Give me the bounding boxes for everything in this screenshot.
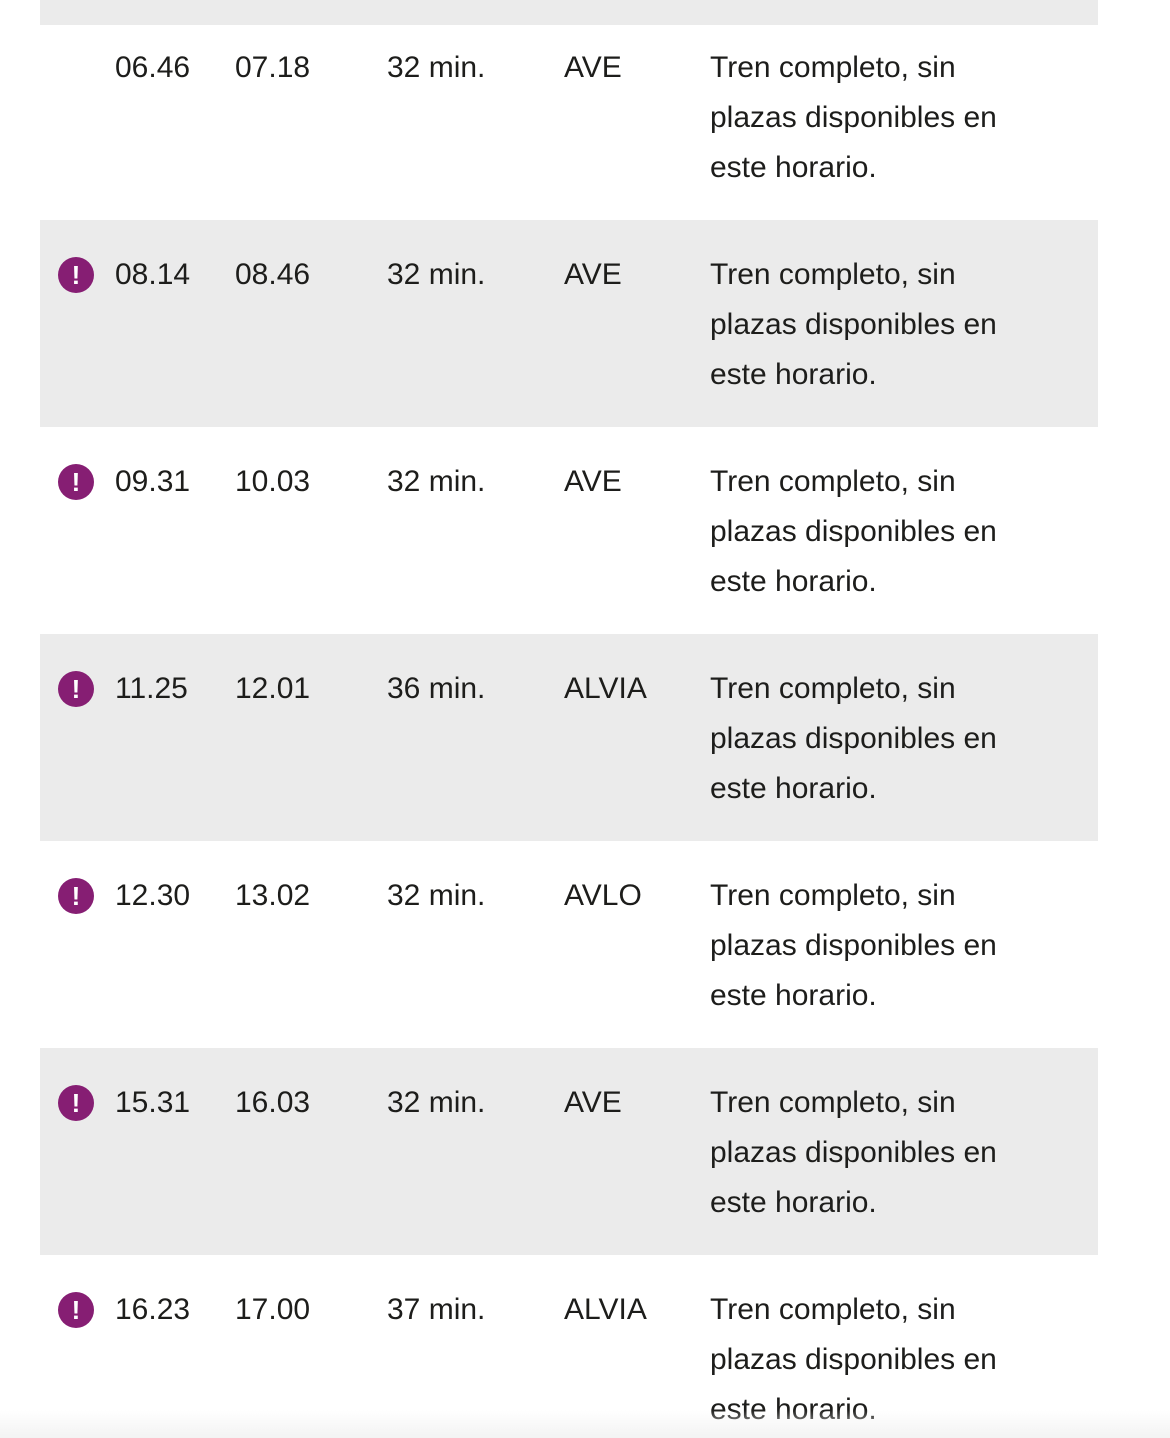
message-line: este horario. [710, 358, 877, 391]
availability-message: Tren completo, sin plazas disponibles en… [710, 457, 1098, 607]
alert-icon-cell: ! [40, 1285, 115, 1435]
table-top-partial-row [40, 0, 1098, 25]
departure-time: 08.14 [115, 258, 191, 291]
train-full-alert-icon: ! [58, 464, 94, 500]
arrival-time: 12.01 [235, 672, 311, 705]
alert-icon-cell: ! [40, 871, 115, 1021]
exclamation-glyph: ! [71, 881, 81, 911]
train-full-alert-icon: ! [58, 1085, 94, 1121]
train-full-alert-icon: ! [58, 878, 94, 914]
message-line: Tren completo, sin [710, 51, 956, 84]
arrival-time: 17.00 [235, 1293, 311, 1326]
departure-time: 12.30 [115, 879, 191, 912]
exclamation-glyph: ! [71, 1088, 81, 1118]
train-type: AVLO [564, 879, 642, 912]
trip-duration: 32 min. [387, 258, 486, 291]
message-line: Tren completo, sin [710, 465, 956, 498]
exclamation-glyph: ! [71, 467, 81, 497]
trip-duration: 32 min. [387, 1086, 486, 1119]
trip-duration: 32 min. [387, 51, 486, 84]
train-type: ALVIA [564, 1293, 647, 1326]
alert-icon-cell: ! [40, 1078, 115, 1228]
message-line: plazas disponibles en [710, 929, 997, 962]
trip-duration: 36 min. [387, 672, 486, 705]
exclamation-glyph: ! [71, 674, 81, 704]
train-row[interactable]: ! 11.25 12.01 36 min. ALVIA Tren complet… [40, 634, 1098, 841]
train-row[interactable]: ! 12.30 13.02 32 min. AVLO Tren completo… [40, 841, 1098, 1048]
message-line: Tren completo, sin [710, 879, 956, 912]
departure-time: 15.31 [115, 1086, 191, 1119]
availability-message: Tren completo, sin plazas disponibles en… [710, 1285, 1098, 1435]
train-row[interactable]: ! 15.31 16.03 32 min. AVE Tren completo,… [40, 1048, 1098, 1255]
alert-icon-cell: ! [40, 250, 115, 400]
message-line: plazas disponibles en [710, 1136, 997, 1169]
arrival-time: 07.18 [235, 51, 311, 84]
message-line: plazas disponibles en [710, 1343, 997, 1376]
trip-duration: 32 min. [387, 465, 486, 498]
message-line: plazas disponibles en [710, 308, 997, 341]
trip-duration: 32 min. [387, 879, 486, 912]
message-line: Tren completo, sin [710, 1086, 956, 1119]
trip-duration: 37 min. [387, 1293, 486, 1326]
arrival-time: 13.02 [235, 879, 311, 912]
departure-time: 06.46 [115, 51, 191, 84]
train-row[interactable]: ! 08.14 08.46 32 min. AVE Tren completo,… [40, 220, 1098, 427]
departure-time: 16.23 [115, 1293, 191, 1326]
train-rows-list: ! 06.46 07.18 32 min. AVE Tren completo,… [40, 25, 1098, 1438]
message-line: Tren completo, sin [710, 258, 956, 291]
message-line: este horario. [710, 1393, 877, 1426]
arrival-time: 08.46 [235, 258, 311, 291]
train-row[interactable]: ! 16.23 17.00 37 min. ALVIA Tren complet… [40, 1255, 1098, 1438]
message-line: Tren completo, sin [710, 672, 956, 705]
departure-time: 09.31 [115, 465, 191, 498]
message-line: este horario. [710, 151, 877, 184]
availability-message: Tren completo, sin plazas disponibles en… [710, 871, 1098, 1021]
message-line: plazas disponibles en [710, 515, 997, 548]
message-line: Tren completo, sin [710, 1293, 956, 1326]
arrival-time: 16.03 [235, 1086, 311, 1119]
train-row[interactable]: ! 06.46 07.18 32 min. AVE Tren completo,… [40, 25, 1098, 220]
message-line: este horario. [710, 772, 877, 805]
train-results-table: ! 06.46 07.18 32 min. AVE Tren completo,… [40, 0, 1098, 1438]
alert-icon-cell: ! [40, 457, 115, 607]
message-line: este horario. [710, 565, 877, 598]
availability-message: Tren completo, sin plazas disponibles en… [710, 664, 1098, 814]
train-type: AVE [564, 1086, 622, 1119]
train-full-alert-icon: ! [58, 257, 94, 293]
train-full-alert-icon: ! [58, 1292, 94, 1328]
train-type: ALVIA [564, 672, 647, 705]
train-row[interactable]: ! 09.31 10.03 32 min. AVE Tren completo,… [40, 427, 1098, 634]
alert-icon-cell: ! [40, 43, 115, 193]
train-full-alert-icon: ! [58, 671, 94, 707]
message-line: plazas disponibles en [710, 722, 997, 755]
train-type: AVE [564, 258, 622, 291]
arrival-time: 10.03 [235, 465, 311, 498]
message-line: este horario. [710, 979, 877, 1012]
train-type: AVE [564, 51, 622, 84]
exclamation-glyph: ! [71, 1295, 81, 1325]
alert-icon-cell: ! [40, 664, 115, 814]
availability-message: Tren completo, sin plazas disponibles en… [710, 43, 1098, 193]
exclamation-glyph: ! [71, 260, 81, 290]
message-line: plazas disponibles en [710, 101, 997, 134]
train-type: AVE [564, 465, 622, 498]
departure-time: 11.25 [115, 672, 188, 705]
availability-message: Tren completo, sin plazas disponibles en… [710, 1078, 1098, 1228]
availability-message: Tren completo, sin plazas disponibles en… [710, 250, 1098, 400]
message-line: este horario. [710, 1186, 877, 1219]
